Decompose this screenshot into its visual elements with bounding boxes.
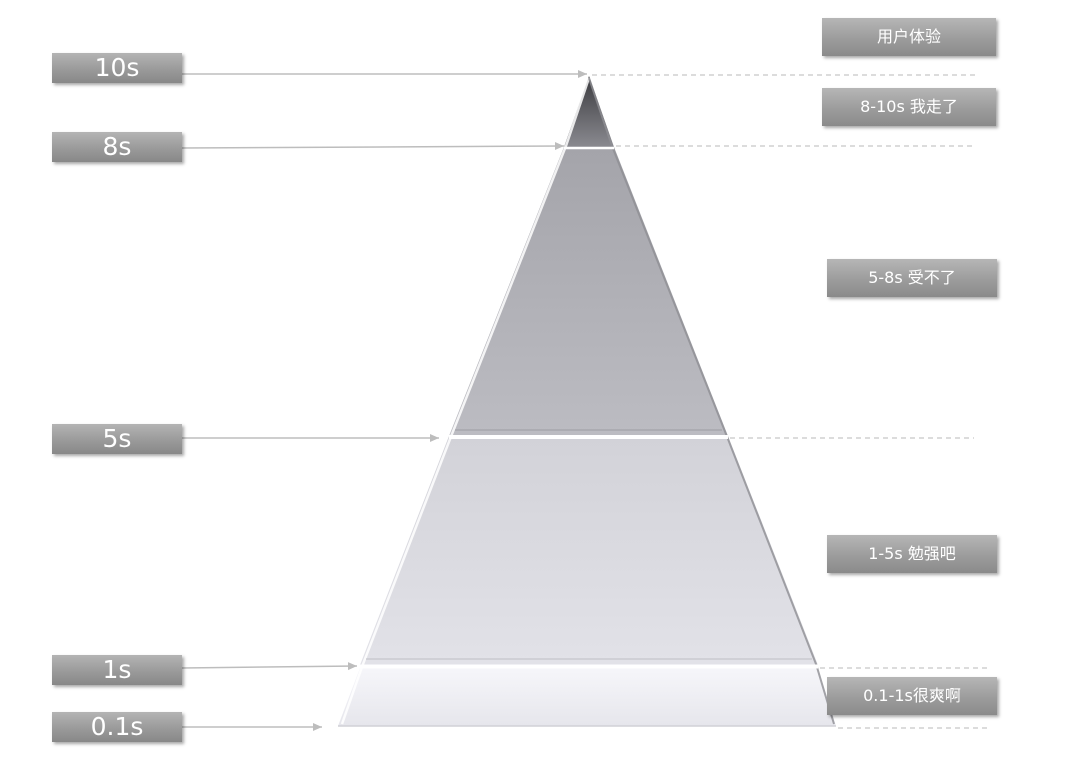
pyramid-tier-1-5s xyxy=(360,436,818,665)
time-label-0.1s: 0.1s xyxy=(52,712,182,742)
pyramid-left-edge-highlight xyxy=(340,77,591,725)
pyramid-right-edge-shade xyxy=(588,77,835,725)
time-label-10s: 10s xyxy=(52,53,182,83)
experience-label-8-10s: 8-10s 我走了 xyxy=(822,88,996,126)
experience-label-0.1-1s: 0.1-1s很爽啊 xyxy=(827,677,997,715)
time-label-8s: 8s xyxy=(52,132,182,162)
experience-header: 用户体验 xyxy=(822,18,996,56)
arrow-8s xyxy=(181,142,565,151)
experience-label-5-8s: 5-8s 受不了 xyxy=(827,259,997,297)
pyramid-tier-0.1-1s xyxy=(338,668,836,726)
experience-label-1-5s: 1-5s 勉强吧 xyxy=(827,535,997,573)
pyramid xyxy=(338,76,836,727)
pyramid-tier-5-8s xyxy=(449,147,728,436)
arrow-1s xyxy=(181,662,358,671)
time-label-1s: 1s xyxy=(52,655,182,685)
time-label-5s: 5s xyxy=(52,424,182,454)
threshold-guides xyxy=(592,74,988,729)
pyramid-tier-8-10s xyxy=(564,76,614,147)
time-arrows xyxy=(181,70,587,731)
